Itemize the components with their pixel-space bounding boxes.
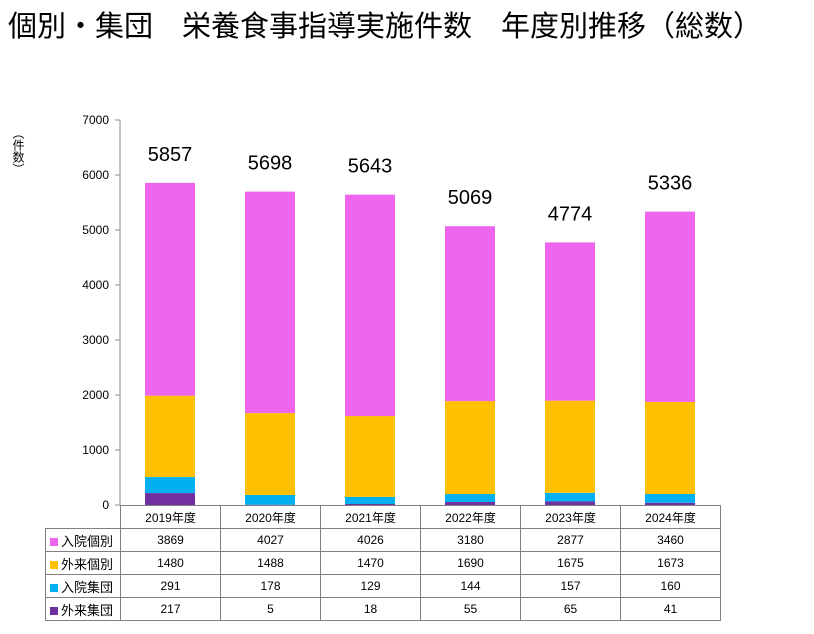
y-tick-label: 5000	[82, 223, 109, 237]
series-label-cell: 入院集団	[45, 574, 121, 598]
table-cell: 129	[320, 574, 421, 598]
bar-segment-1-5	[645, 401, 695, 494]
series-label: 外来個別	[61, 556, 114, 572]
bar-segment-0-2	[345, 194, 395, 417]
table-cell: 217	[120, 597, 221, 621]
table-cell: 4026	[320, 528, 421, 552]
data-table-body: 2019年度 2020年度 2021年度 2022年度 2023年度 2024年度 入院個別…	[45, 505, 721, 621]
table-cell: 178	[220, 574, 321, 598]
table-cell: 160	[620, 574, 721, 598]
total-label: 5069	[448, 187, 493, 209]
bar-segment-3-5	[645, 502, 695, 505]
total-label: 5857	[148, 144, 193, 166]
table-row: 外来個別 1480 1488 1470 1690 1675 1673	[45, 551, 721, 575]
category-header: 2024年度	[620, 505, 721, 529]
bar-segment-2-2	[345, 496, 395, 505]
bar-segment-2-3	[445, 494, 495, 502]
table-cell: 1673	[620, 551, 721, 575]
table-cell: 2877	[520, 528, 621, 552]
y-tick-label: 2000	[82, 388, 109, 402]
table-row: 入院個別 3869 4027 4026 3180 2877 3460	[45, 528, 721, 552]
table-cell: 1470	[320, 551, 421, 575]
table-cell: 41	[620, 597, 721, 621]
table-cell: 1675	[520, 551, 621, 575]
legend-swatch	[50, 584, 58, 593]
data-table: 2019年度 2020年度 2021年度 2022年度 2023年度 2024年度 入院個別…	[45, 505, 721, 621]
legend-swatch	[50, 561, 58, 570]
total-label: 5643	[348, 156, 393, 178]
table-cell: 5	[220, 597, 321, 621]
table-cell: 4027	[220, 528, 321, 552]
series-label-cell: 入院個別	[45, 528, 121, 552]
bar-segment-3-0	[145, 493, 195, 505]
y-tick-label: 6000	[82, 168, 109, 182]
table-cell: 3460	[620, 528, 721, 552]
y-tick-label: 3000	[82, 333, 109, 347]
bar-segment-3-2	[345, 504, 395, 505]
total-label: 5336	[648, 173, 693, 195]
series-label-cell: 外来個別	[45, 551, 121, 575]
table-cell: 291	[120, 574, 221, 598]
table-cell: 1488	[220, 551, 321, 575]
bar-segment-2-5	[645, 493, 695, 503]
series-label: 入院集団	[61, 579, 114, 595]
bar-segment-1-4	[545, 400, 595, 493]
bar-segment-0-0	[145, 182, 195, 396]
category-header: 2020年度	[220, 505, 321, 529]
table-cell: 1480	[120, 551, 221, 575]
bar-segment-0-3	[445, 226, 495, 402]
y-axis-title: （件数）	[11, 127, 25, 175]
bar-segment-2-4	[545, 492, 595, 502]
category-header: 2022年度	[420, 505, 521, 529]
y-tick-label: 4000	[82, 278, 109, 292]
category-header: 2021年度	[320, 505, 421, 529]
table-header-row: 2019年度 2020年度 2021年度 2022年度 2023年度 2024年度	[46, 505, 721, 529]
table-cell: 65	[520, 597, 621, 621]
table-cell: 55	[420, 597, 521, 621]
table-corner-cell	[46, 506, 121, 529]
bar-segment-2-1	[245, 494, 295, 505]
bar-segment-1-2	[345, 416, 395, 497]
legend-swatch	[50, 607, 58, 616]
bar-segment-1-1	[245, 413, 295, 495]
y-tick-label: 7000	[82, 113, 109, 127]
category-header: 2023年度	[520, 505, 621, 529]
bar-segment-1-3	[445, 401, 495, 495]
bar-segment-0-4	[545, 242, 595, 401]
bar-segment-1-0	[145, 395, 195, 478]
table-row: 外来集団 217 5 18 55 65 41	[45, 597, 721, 621]
y-tick-label: 1000	[82, 443, 109, 457]
category-header: 2019年度	[120, 505, 221, 529]
table-cell: 157	[520, 574, 621, 598]
chart-title: 個別・集団 栄養食事指導実施件数 年度別推移（総数）	[8, 9, 763, 43]
series-label: 外来集団	[61, 602, 114, 618]
total-label: 5698	[248, 153, 293, 175]
total-label: 4774	[548, 203, 593, 225]
table-cell: 18	[320, 597, 421, 621]
y-tick-label: 0	[102, 498, 109, 512]
legend-swatch	[50, 538, 58, 547]
bar-segment-0-1	[245, 191, 295, 414]
table-cell: 3869	[120, 528, 221, 552]
series-label-cell: 外来集団	[45, 597, 121, 621]
bar-segment-2-0	[145, 477, 195, 494]
series-label: 入院個別	[61, 533, 114, 549]
table-row: 入院集団 291 178 129 144 157 160	[45, 574, 721, 598]
table-cell: 3180	[420, 528, 521, 552]
bar-segment-3-3	[445, 501, 495, 505]
bar-segment-0-5	[645, 211, 695, 402]
bar-segment-3-4	[545, 501, 595, 505]
table-cell: 144	[420, 574, 521, 598]
table-cell: 1690	[420, 551, 521, 575]
